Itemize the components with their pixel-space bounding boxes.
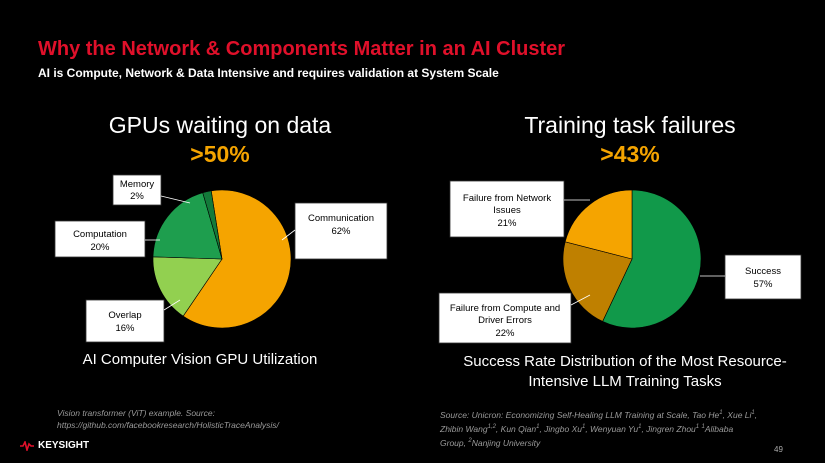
src-r-sup4: 1 — [536, 423, 540, 430]
slide-title: Why the Network & Components Matter in a… — [38, 38, 566, 60]
right-chart-heading: Training task failures — [524, 112, 736, 138]
src-r-8: , Jingren Zhou — [641, 423, 696, 434]
src-r-sup5: 1 — [581, 423, 586, 430]
pie-slice-memory — [202, 190, 223, 260]
callout-compute-failure: Failure from Compute and Driver Errors 2… — [438, 292, 591, 344]
src-r-6: , Jingbo Xu — [539, 423, 582, 434]
callout-overlap-value: 16% — [115, 323, 135, 334]
callout-success: Success 57% — [700, 254, 802, 300]
callout-compute-line1: Failure from Compute and — [450, 303, 560, 314]
callout-communication-value: 62% — [331, 226, 351, 237]
pie-slice-failure-from-compute-and-driver-errors — [562, 241, 633, 322]
pie-slice-communication — [182, 189, 292, 329]
right-caption-line2: Intensive LLM Training Tasks — [528, 373, 722, 390]
left-chart-heading: GPUs waiting on data — [108, 112, 332, 138]
left-source-line2: https://github.com/facebookresearch/Holi… — [57, 420, 279, 430]
src-r-sup6: 1 — [638, 423, 642, 430]
src-r-4: Zhibin Wang — [440, 423, 488, 434]
src-r-sup9: 2 — [468, 437, 472, 444]
keysight-logo: KEYSIGHT — [20, 440, 89, 451]
left-source-line1: Vision transformer (ViT) example. Source… — [57, 408, 215, 418]
callout-network-line2: Issues — [493, 205, 521, 216]
callout-computation: Computation 20% — [54, 220, 160, 258]
callout-compute-value: 22% — [495, 328, 515, 339]
callout-memory: Memory 2% — [112, 174, 191, 206]
right-caption-line1: Success Rate Distribution of the Most Re… — [463, 353, 787, 370]
src-r-sup3: 1,2 — [487, 423, 496, 430]
pie-slice-failure-from-network-issues — [564, 189, 633, 260]
src-r-3: , — [754, 409, 758, 420]
right-chart-caption: Success Rate Distribution of the Most Re… — [440, 352, 810, 392]
src-r-sup8: 1 — [701, 423, 705, 430]
src-r-sup7: 1 — [695, 423, 700, 430]
callout-memory-name: Memory — [120, 179, 155, 190]
pie-slice-success — [602, 189, 702, 329]
callout-memory-value: 2% — [130, 191, 144, 202]
src-r-10: Alibaba — [704, 423, 734, 434]
callout-computation-value: 20% — [90, 242, 110, 253]
callout-overlap: Overlap 16% — [85, 299, 181, 343]
src-r-sup2: 1 — [751, 410, 755, 416]
src-r-5: , Kun Qian — [495, 423, 537, 434]
callout-network-failure: Failure from Network Issues 21% — [449, 180, 590, 238]
pie-slice-computation — [152, 192, 223, 260]
left-chart-big-value: >50% — [190, 141, 250, 167]
slide-subtitle: AI is Compute, Network & Data Intensive … — [38, 66, 499, 80]
callout-success-name: Success — [745, 266, 781, 277]
pie-training-failures — [562, 189, 702, 329]
pie-gpu-utilization — [152, 189, 292, 329]
pie-slice-overlap — [152, 256, 223, 317]
callout-success-value: 57% — [753, 279, 773, 290]
keysight-wave-icon — [20, 440, 34, 451]
callout-computation-name: Computation — [73, 229, 127, 240]
src-r-1: Source: Unicron: Economizing Self-Healin… — [440, 409, 720, 420]
callout-network-line1: Failure from Network — [463, 193, 551, 204]
src-r-sup1: 1 — [719, 410, 723, 416]
callout-communication: Communication 62% — [281, 202, 388, 260]
callout-compute-line2: Driver Errors — [478, 315, 532, 326]
src-r-11: Group, — [440, 437, 469, 448]
callout-overlap-name: Overlap — [108, 310, 141, 321]
page-number: 49 — [774, 445, 783, 454]
keysight-logo-text: KEYSIGHT — [38, 440, 90, 451]
src-r-12: Nanjing University — [471, 437, 541, 448]
callout-communication-name: Communication — [308, 213, 374, 224]
left-chart-caption: AI Computer Vision GPU Utilization — [82, 351, 318, 368]
callout-network-value: 21% — [497, 218, 517, 229]
src-r-7: , Wenyuan Yu — [585, 423, 639, 434]
src-r-2: , Xue Li — [722, 409, 752, 420]
right-chart-big-value: >43% — [600, 141, 660, 167]
left-source: Vision transformer (ViT) example. Source… — [57, 407, 357, 431]
right-source: Source: Unicron: Economizing Self-Healin… — [440, 407, 800, 448]
